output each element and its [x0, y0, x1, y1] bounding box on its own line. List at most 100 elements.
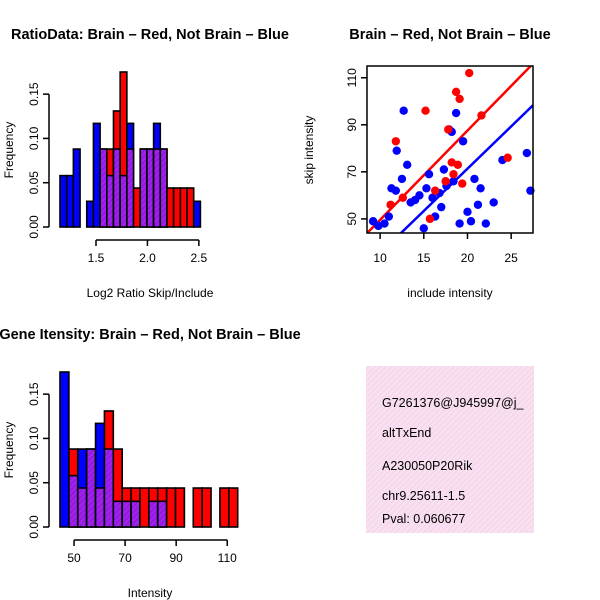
not-brain-point: [402, 160, 412, 169]
scatter-y-tick-label: 70: [345, 165, 359, 179]
scatter-y-tick-label: 110: [345, 68, 359, 87]
brain-point: [449, 169, 458, 179]
not-brain-point: [424, 169, 434, 179]
not-brain-point: [458, 137, 468, 146]
intensity-x-tick-label: 50: [67, 551, 81, 565]
scatter-y-axis: 50 70 90 110: [345, 68, 367, 226]
ratio-bar-not-brain: [65, 174, 75, 228]
intensity-bar-overlap: [94, 487, 106, 528]
gene-id-text: G7261376@J945997@j_: [382, 396, 525, 410]
brain-point: [398, 193, 408, 202]
scatter-title: Brain – Red, Not Brain – Blue: [349, 27, 550, 43]
intensity-histogram-xlabel: Intensity: [128, 586, 173, 600]
not-brain-point: [463, 207, 472, 217]
ratio-y-tick-label: 0.05: [27, 171, 41, 195]
not-brain-point: [399, 106, 408, 115]
gene-symbol-text: A230050P20Rik: [382, 459, 473, 473]
ratio-bar-brain: [132, 187, 142, 228]
brain-point: [451, 87, 461, 97]
gene-info-clip: G7261376@J945997@j_ altTxEnd A230050P20R…: [382, 396, 525, 526]
intensity-histogram-x-axis: 50 70 90 110: [67, 539, 237, 565]
ratio-bar-overlap: [159, 148, 168, 228]
scatter-plot-box: [366, 65, 534, 234]
brain-point: [391, 137, 401, 146]
brain-point: [455, 94, 464, 104]
intensity-bar-brain: [201, 487, 212, 528]
intensity-bar-overlap: [68, 474, 79, 528]
ratio-x-tick-label: 2.5: [191, 251, 208, 265]
not-brain-point: [466, 217, 476, 226]
intensity-histogram-bars: [59, 371, 239, 528]
intensity-histogram-title: Gene Itensity: Brain – Red, Not Brain – …: [0, 327, 301, 343]
intensity-y-tick-label: 0.15: [27, 382, 41, 406]
intensity-bar-overlap: [148, 500, 159, 528]
intensity-bar-brain: [228, 487, 239, 528]
ratio-bar-not-brain: [192, 200, 202, 228]
ratio-x-tick-label: 1.5: [88, 251, 105, 265]
intensity-y-tick-label: 0.00: [27, 515, 41, 539]
scatter-points: [368, 68, 535, 233]
not-brain-point: [422, 184, 431, 193]
scatter-y-tick-label: 90: [345, 118, 359, 132]
ratio-bar-overlap: [106, 174, 115, 228]
ratio-bar-brain: [179, 187, 188, 228]
intensity-histogram-panel: Gene Itensity: Brain – Red, Not Brain – …: [0, 327, 301, 600]
intensity-histogram-y-axis: 0.00 0.05 0.10 0.15: [27, 382, 50, 539]
not-brain-point: [476, 184, 485, 193]
intensity-bar-not-brain: [59, 371, 70, 528]
ratio-bar-brain: [172, 187, 182, 228]
brain-point: [430, 186, 440, 195]
ratio-bar-brain: [186, 187, 195, 228]
ratio-bar-not-brain: [92, 122, 101, 228]
ratio-histogram-xlabel: Log2 Ratio Skip/Include: [87, 286, 214, 300]
ratio-bar-brain: [166, 187, 175, 228]
intensity-x-tick-label: 70: [118, 551, 132, 565]
not-brain-point: [415, 191, 424, 200]
intensity-bar-brain: [139, 487, 150, 528]
not-brain-point: [419, 224, 428, 233]
ratio-bar-overlap: [146, 148, 155, 228]
ratio-bar-overlap: [152, 148, 162, 228]
brain-point: [441, 177, 450, 186]
ratio-histogram-y-axis: 0.00 0.05 0.10 0.15: [27, 82, 50, 239]
brain-point: [425, 214, 435, 224]
ratio-y-tick-label: 0.15: [27, 82, 41, 106]
intensity-bar-overlap: [130, 500, 141, 528]
gene-info-background: [366, 366, 534, 533]
gene-info-panel: G7261376@J945997@j_ altTxEnd A230050P20R…: [366, 366, 534, 533]
scatter-x-tick-label: 15: [417, 251, 431, 265]
brain-point: [465, 68, 474, 78]
ratio-bar-not-brain: [59, 174, 68, 228]
brain-point: [477, 111, 486, 120]
intensity-y-tick-label: 0.05: [27, 471, 41, 495]
not-brain-point: [451, 108, 461, 118]
brain-point: [444, 125, 453, 134]
ratio-bar-overlap: [99, 148, 108, 228]
intensity-bar-brain: [174, 487, 186, 528]
intensity-bar-brain: [219, 487, 230, 528]
location-text: chr9.25611-1.5: [382, 489, 465, 503]
not-brain-point: [391, 186, 401, 195]
intensity-bar-overlap: [112, 500, 123, 528]
intensity-bar-overlap: [85, 448, 97, 528]
not-brain-point: [437, 202, 446, 212]
scatter-ylabel: skip intensity: [302, 116, 316, 185]
intensity-bar-overlap: [103, 448, 115, 528]
intensity-bar-overlap: [121, 500, 132, 528]
not-brain-point: [392, 146, 401, 155]
not-brain-point: [428, 193, 437, 202]
intensity-bar-overlap: [156, 500, 168, 528]
ratio-bar-not-brain: [85, 200, 95, 228]
scatter-x-axis: 10 15 20 25: [373, 233, 518, 265]
brain-point: [453, 160, 463, 169]
ratio-histogram-title: RatioData: Brain – Red, Not Brain – Blue: [11, 27, 289, 43]
ratio-histogram-panel: RatioData: Brain – Red, Not Brain – Blue…: [2, 27, 289, 300]
event-type-text: altTxEnd: [382, 426, 431, 440]
ratio-histogram-x-axis: 1.5 2.0 2.5: [88, 239, 208, 265]
not-brain-point: [489, 198, 498, 207]
not-brain-point: [455, 219, 464, 228]
ratio-y-tick-label: 0.00: [27, 215, 41, 239]
scatter-x-tick-label: 20: [461, 251, 475, 265]
intensity-bar-overlap: [76, 487, 88, 528]
